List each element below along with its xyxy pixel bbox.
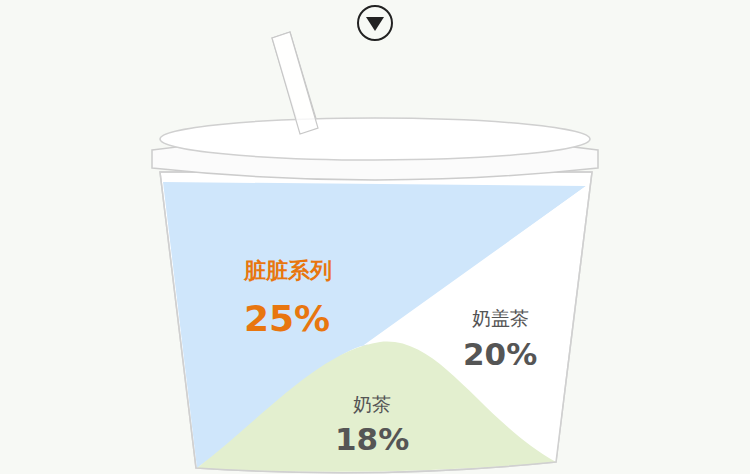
svg-text:25%: 25% <box>244 298 330 339</box>
svg-text:奶茶: 奶茶 <box>353 393 391 415</box>
svg-text:20%: 20% <box>463 336 537 372</box>
svg-text:奶盖茶: 奶盖茶 <box>472 307 529 329</box>
svg-text:脏脏系列: 脏脏系列 <box>243 258 332 283</box>
svg-text:18%: 18% <box>335 421 409 457</box>
